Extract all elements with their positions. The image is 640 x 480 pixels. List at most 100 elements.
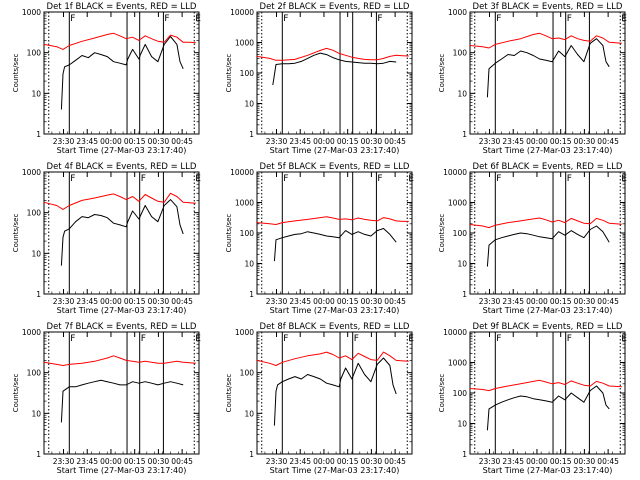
x-tick-label: 23:45 bbox=[289, 297, 311, 306]
x-tick-label: 23:45 bbox=[76, 457, 98, 466]
x-tick-label: 23:45 bbox=[502, 137, 524, 146]
x-tick-label: 00:45 bbox=[171, 137, 193, 146]
x-tick-label: 23:45 bbox=[289, 457, 311, 466]
interval-marker-label: F bbox=[496, 14, 501, 24]
y-axis-label: Counts/sec bbox=[225, 374, 233, 413]
x-tick-label: 00:00 bbox=[526, 457, 548, 466]
interval-marker-label: F bbox=[283, 174, 288, 184]
plot-frame bbox=[43, 11, 200, 135]
y-axis-label: Counts/sec bbox=[12, 54, 20, 93]
x-axis-label: Start Time (27-Mar-03 23:17:40) bbox=[57, 306, 187, 315]
y-tick-label: 10 bbox=[244, 260, 254, 269]
events-series-line bbox=[272, 52, 397, 86]
plot-frame bbox=[469, 171, 626, 295]
interval-marker-label: F bbox=[567, 334, 572, 344]
y-tick-label: 1000 bbox=[22, 8, 41, 17]
x-tick-label: 23:45 bbox=[502, 297, 524, 306]
panel-8: Det 8f BLACK = Events, RED = LLD 1 10 100 10… bbox=[225, 322, 414, 475]
interval-marker-label: F bbox=[141, 174, 146, 184]
x-tick-label: 00:45 bbox=[597, 457, 619, 466]
interval-marker-label: F bbox=[496, 174, 501, 184]
x-tick-label: 00:30 bbox=[148, 457, 170, 466]
x-tick-label: 00:45 bbox=[597, 297, 619, 306]
x-axis-label: Start Time (27-Mar-03 23:17:40) bbox=[57, 146, 187, 155]
interval-marker-label: F bbox=[567, 174, 572, 184]
x-tick-label: 00:15 bbox=[337, 137, 359, 146]
x-axis-label: Start Time (27-Mar-03 23:17:40) bbox=[483, 306, 613, 315]
plot-frame bbox=[469, 11, 626, 135]
y-tick-label: 100 bbox=[240, 369, 255, 378]
y-tick-label: 10 bbox=[457, 420, 467, 429]
interval-marker-label: F bbox=[70, 334, 75, 344]
x-tick-label: 00:30 bbox=[574, 457, 596, 466]
x-tick-label: 00:15 bbox=[337, 297, 359, 306]
x-tick-label: 23:45 bbox=[76, 297, 98, 306]
y-axis-label: Counts/sec bbox=[225, 214, 233, 253]
x-tick-label: 00:00 bbox=[100, 297, 122, 306]
interval-marker-label: E bbox=[408, 334, 414, 344]
panel-7: Det 7f BLACK = Events, RED = LLD 1 10 100 10… bbox=[12, 322, 201, 475]
x-tick-label: 23:30 bbox=[53, 457, 75, 466]
interval-marker-label: E bbox=[195, 334, 201, 344]
interval-marker-label: F bbox=[164, 14, 169, 24]
y-tick-label: 100 bbox=[27, 369, 42, 378]
x-tick-label: 00:45 bbox=[384, 297, 406, 306]
x-tick-label: 00:15 bbox=[550, 457, 572, 466]
panel-title: Det 9f BLACK = Events, RED = LLD bbox=[473, 322, 623, 332]
x-tick-label: 00:45 bbox=[384, 457, 406, 466]
panel-title: Det 2f BLACK = Events, RED = LLD bbox=[260, 2, 410, 12]
interval-marker-label: F bbox=[377, 174, 382, 184]
lld-series-line bbox=[43, 355, 196, 366]
x-axis-label: Start Time (27-Mar-03 23:17:40) bbox=[57, 466, 187, 475]
panel-4: Det 4f BLACK = Events, RED = LLD 1 10 100 10… bbox=[12, 162, 201, 315]
x-tick-label: 23:30 bbox=[53, 297, 75, 306]
lld-series-line bbox=[256, 216, 409, 225]
x-tick-label: 00:00 bbox=[100, 457, 122, 466]
x-tick-label: 23:30 bbox=[266, 297, 288, 306]
lld-series-line bbox=[43, 32, 196, 50]
y-tick-label: 10000 bbox=[443, 328, 467, 337]
x-axis-label: Start Time (27-Mar-03 23:17:40) bbox=[483, 146, 613, 155]
interval-marker-label: E bbox=[195, 174, 201, 184]
y-tick-label: 1000 bbox=[22, 168, 41, 177]
y-tick-label: 100 bbox=[453, 49, 468, 58]
y-tick-label: 10000 bbox=[443, 168, 467, 177]
x-tick-label: 00:15 bbox=[337, 457, 359, 466]
y-tick-label: 100 bbox=[27, 49, 42, 58]
panel-title: Det 5f BLACK = Events, RED = LLD bbox=[260, 162, 410, 172]
y-tick-label: 1 bbox=[462, 130, 467, 139]
y-tick-label: 10 bbox=[31, 89, 41, 98]
panel-9: Det 9f BLACK = Events, RED = LLD 1 10 100 10… bbox=[438, 322, 627, 475]
events-series-line bbox=[60, 379, 184, 423]
x-tick-label: 00:45 bbox=[384, 137, 406, 146]
y-axis-label: Counts/sec bbox=[12, 374, 20, 413]
events-series-line bbox=[273, 228, 397, 262]
y-tick-label: 1 bbox=[462, 450, 467, 459]
y-tick-label: 1 bbox=[36, 290, 41, 299]
y-tick-label: 1 bbox=[249, 130, 254, 139]
panel-1: Det 1f BLACK = Events, RED = LLD 1 10 100 10… bbox=[12, 2, 201, 155]
y-tick-label: 10 bbox=[457, 89, 467, 98]
x-tick-label: 00:00 bbox=[100, 137, 122, 146]
x-tick-label: 23:30 bbox=[266, 457, 288, 466]
interval-marker-label: F bbox=[354, 334, 359, 344]
y-tick-label: 1 bbox=[462, 290, 467, 299]
x-tick-label: 00:15 bbox=[124, 297, 146, 306]
y-axis-label: Counts/sec bbox=[225, 54, 233, 93]
x-tick-label: 23:45 bbox=[289, 137, 311, 146]
x-tick-label: 23:30 bbox=[479, 297, 501, 306]
interval-marker-label: F bbox=[377, 14, 382, 24]
interval-marker-label: F bbox=[141, 334, 146, 344]
x-axis-label: Start Time (27-Mar-03 23:17:40) bbox=[270, 146, 400, 155]
panel-title: Det 8f BLACK = Events, RED = LLD bbox=[260, 322, 410, 332]
x-tick-label: 23:30 bbox=[53, 137, 75, 146]
interval-marker-label: F bbox=[496, 334, 501, 344]
y-axis-label: Counts/sec bbox=[12, 214, 20, 253]
events-series-line bbox=[486, 225, 610, 267]
x-tick-label: 00:30 bbox=[574, 297, 596, 306]
y-tick-label: 1000 bbox=[235, 39, 254, 48]
x-tick-label: 23:30 bbox=[479, 137, 501, 146]
y-tick-label: 10 bbox=[244, 100, 254, 109]
lld-series-line bbox=[469, 379, 622, 392]
y-tick-label: 1 bbox=[249, 450, 254, 459]
